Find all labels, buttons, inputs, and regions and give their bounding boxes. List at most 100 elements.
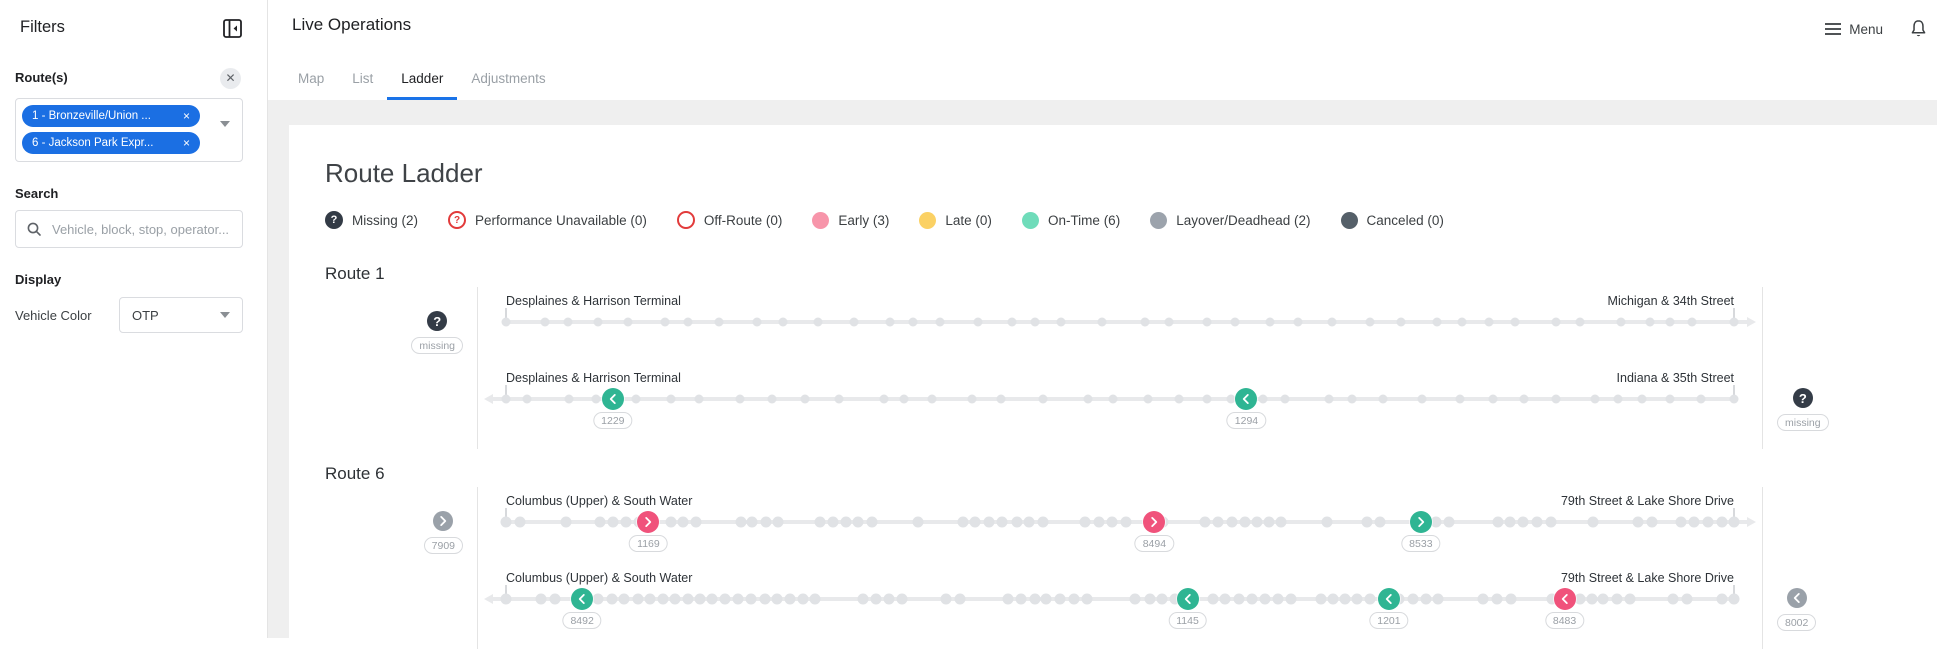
legend-item: ? Performance Unavailable (0) xyxy=(448,211,647,229)
vehicle-id-pill: 1294 xyxy=(1226,412,1267,429)
stop-dot xyxy=(996,394,1006,404)
menu-button[interactable]: Menu xyxy=(1825,22,1883,37)
vehicle-marker[interactable] xyxy=(601,388,624,410)
off-ladder-vehicle: ? missing xyxy=(1777,388,1829,431)
stop-dot xyxy=(690,516,702,528)
tab-ladder[interactable]: Ladder xyxy=(387,57,458,100)
stop-dot xyxy=(1624,593,1636,605)
vehicle-id-pill: 1169 xyxy=(629,535,668,552)
stop-dot xyxy=(927,394,937,404)
stop-dot xyxy=(1037,516,1049,528)
stop-dot xyxy=(1030,317,1040,327)
terminal-tick xyxy=(505,585,507,597)
tab-list[interactable]: List xyxy=(352,71,374,86)
stop-dot xyxy=(1716,516,1728,528)
stop-dot xyxy=(1510,317,1520,327)
vehicle-id-pill: 7909 xyxy=(423,537,463,554)
vehicle-marker[interactable]: ? xyxy=(427,311,448,331)
stop-dot xyxy=(1420,593,1432,605)
vehicle-color-select[interactable]: OTP xyxy=(119,297,243,333)
search-label: Search xyxy=(15,186,59,201)
stop-dot xyxy=(883,593,895,605)
legend-label: Late (0) xyxy=(945,212,992,228)
stop-dot xyxy=(1164,317,1174,327)
collapse-panel-icon[interactable] xyxy=(223,19,242,38)
legend-label: Early (3) xyxy=(838,212,890,228)
stop-dot xyxy=(1327,317,1337,327)
terminal-label-from: Columbus (Upper) & South Water xyxy=(506,494,693,508)
route-multiselect[interactable]: 1 - Bronzeville/Union ... × 6 - Jackson Pa… xyxy=(15,98,243,162)
vehicle-marker[interactable] xyxy=(637,511,660,533)
stop-dot xyxy=(1272,593,1284,605)
stop-dot xyxy=(1068,593,1080,605)
vehicle-marker[interactable] xyxy=(1786,588,1807,608)
stop-dot xyxy=(1169,593,1181,605)
terminal-label-from: Desplaines & Harrison Terminal xyxy=(506,294,681,308)
vehicle-marker[interactable] xyxy=(1235,388,1258,410)
stop-dot xyxy=(1327,593,1339,605)
stop-dot xyxy=(870,593,882,605)
vehicle-id-pill: 8533 xyxy=(1401,535,1441,552)
route-section: Route 6 7909 Columbus (Upper) & South Wate… xyxy=(325,465,1937,649)
tab-adjustments[interactable]: Adjustments xyxy=(471,71,546,86)
filters-sidebar: Filters Route(s) ✕ 1 - Bronzeville/Union… xyxy=(0,0,268,638)
vehicle-marker[interactable] xyxy=(433,511,454,531)
vehicle-marker[interactable]: ? xyxy=(1792,388,1813,408)
vehicle-marker[interactable] xyxy=(1143,511,1166,533)
direction-chevron-icon xyxy=(433,511,453,531)
terminal-tick xyxy=(505,385,507,397)
stop-dot xyxy=(760,516,772,528)
stop-dot xyxy=(501,394,511,404)
stop-dot xyxy=(1023,516,1035,528)
notifications-bell-icon[interactable] xyxy=(1909,18,1928,40)
stop-dot xyxy=(514,516,526,528)
vehicle-marker[interactable] xyxy=(1176,588,1199,610)
stop-dot xyxy=(714,317,724,327)
stop-dot xyxy=(1258,394,1268,404)
search-box[interactable] xyxy=(15,210,243,248)
route-chip[interactable]: 6 - Jackson Park Expr... × xyxy=(22,132,200,154)
vehicle-id-pill: 1145 xyxy=(1168,612,1207,629)
vehicle-id-pill: missing xyxy=(1777,414,1829,431)
stop-dot xyxy=(500,516,512,528)
clear-routes-icon[interactable]: ✕ xyxy=(220,68,241,89)
stop-dot xyxy=(1716,593,1728,605)
vehicle-marker[interactable] xyxy=(1409,511,1432,533)
chip-remove-icon[interactable]: × xyxy=(182,109,190,123)
route-name: Route 6 xyxy=(325,464,385,483)
off-ladder-right-column: 8002 xyxy=(1763,487,1937,649)
stop-dot xyxy=(1106,516,1118,528)
search-input[interactable] xyxy=(50,220,232,238)
stop-dot xyxy=(1083,394,1093,404)
stop-dot xyxy=(1251,516,1263,528)
stop-dot xyxy=(719,593,731,605)
legend-label: Layover/Deadhead (2) xyxy=(1176,212,1311,228)
stop-dot xyxy=(1491,593,1503,605)
stop-dot xyxy=(644,593,656,605)
tab-map[interactable]: Map xyxy=(298,71,325,86)
stop-dot xyxy=(1728,516,1740,528)
stop-dot xyxy=(1029,593,1041,605)
stop-dot xyxy=(1396,317,1406,327)
ladder-row: Desplaines & Harrison Terminal Indiana & … xyxy=(478,364,1762,441)
stop-dot xyxy=(1696,394,1706,404)
chip-remove-icon[interactable]: × xyxy=(182,136,190,150)
stop-dot xyxy=(735,394,745,404)
chevron-down-icon[interactable] xyxy=(220,121,230,127)
vehicle-marker[interactable] xyxy=(1553,588,1576,610)
stop-dot xyxy=(683,317,693,327)
stop-dot xyxy=(1505,593,1517,605)
stop-dot xyxy=(840,516,852,528)
stop-dot xyxy=(983,516,995,528)
stop-dot xyxy=(1702,516,1714,528)
stop-dot xyxy=(682,593,694,605)
stop-dot xyxy=(501,317,511,327)
chevron-down-icon xyxy=(220,312,230,318)
vehicle-marker[interactable] xyxy=(571,588,594,610)
stop-dot xyxy=(912,516,924,528)
stop-dot xyxy=(665,516,677,528)
vehicle-marker[interactable] xyxy=(1377,588,1400,610)
route-chip[interactable]: 1 - Bronzeville/Union ... × xyxy=(22,105,200,127)
routes-label: Route(s) xyxy=(15,70,68,85)
stop-dot xyxy=(732,593,744,605)
